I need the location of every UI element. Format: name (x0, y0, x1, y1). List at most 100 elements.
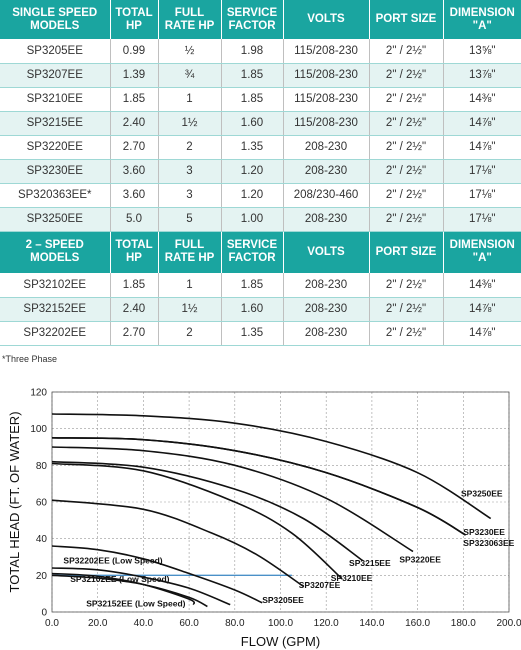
curve-label: SP3220EE (399, 555, 441, 565)
cell-model: SP3230EE (0, 159, 111, 184)
curve-label: SP32102EE (Low Speed) (70, 574, 169, 584)
pump-spec-table: SINGLE SPEED MODELS TOTAL HP FULL RATE HP S… (0, 0, 521, 346)
curve-label: SP3207EE (299, 580, 341, 590)
cell-service-factor: 1.35 (221, 321, 284, 346)
table-row: SP32102EE 1.85 1 1.85 208-230 2" / 2½" 14⅜" (0, 273, 521, 298)
cell-dimension-a: 17⅛" (443, 207, 521, 232)
y-tick-label: 0 (41, 608, 47, 619)
cell-dimension-a: 14⅞" (443, 321, 521, 346)
cell-volts: 115/208-230 (283, 39, 370, 64)
two-speed-header-total-hp: TOTAL HP (110, 231, 159, 273)
table-row: SP3220EE 2.70 2 1.35 208-230 2" / 2½" 14⅞" (0, 135, 521, 160)
x-tick-label: 120.0 (314, 618, 339, 629)
cell-port-size: 2" / 2½" (369, 273, 444, 298)
y-axis-title: TOTAL HEAD (FT. OF WATER) (7, 411, 22, 592)
cell-service-factor: 1.85 (221, 63, 284, 88)
single-speed-header-service-factor: SERVICE FACTOR (221, 0, 284, 39)
cell-total-hp: 2.70 (110, 321, 159, 346)
table-row: SP32152EE 2.40 1½ 1.60 208-230 2" / 2½" 14⅞" (0, 297, 521, 322)
cell-model: SP3215EE (0, 111, 111, 136)
cell-model: SP3210EE (0, 87, 111, 112)
cell-full-rate-hp: 1 (158, 273, 222, 298)
cell-model: SP32102EE (0, 273, 111, 298)
cell-full-rate-hp: ¾ (158, 63, 222, 88)
curve-label: SP3215EE (349, 558, 391, 568)
curve-label: SP32152EE (Low Speed) (86, 599, 185, 609)
cell-volts: 115/208-230 (283, 111, 370, 136)
cell-dimension-a: 14⅜" (443, 273, 521, 298)
cell-dimension-a: 14⅞" (443, 135, 521, 160)
y-tick-label: 60 (36, 498, 48, 509)
curve-sp3210ee (51, 462, 343, 580)
cell-model: SP32202EE (0, 321, 111, 346)
cell-full-rate-hp: 5 (158, 207, 222, 232)
cell-port-size: 2" / 2½" (369, 63, 444, 88)
cell-volts: 115/208-230 (283, 87, 370, 112)
y-tick-label: 20 (36, 571, 48, 582)
cell-total-hp: 1.85 (110, 87, 159, 112)
cell-volts: 208/230-460 (283, 183, 370, 208)
cell-model: SP3220EE (0, 135, 111, 160)
single-speed-header-row: SINGLE SPEED MODELS TOTAL HP FULL RATE HP S… (0, 0, 521, 39)
cell-volts: 208-230 (283, 297, 370, 322)
single-speed-header-full-rate-hp: FULL RATE HP (158, 0, 222, 39)
cell-port-size: 2" / 2½" (369, 135, 444, 160)
x-tick-label: 0.0 (45, 618, 59, 629)
cell-total-hp: 5.0 (110, 207, 159, 232)
cell-dimension-a: 13⅞" (443, 63, 521, 88)
cell-dimension-a: 17⅛" (443, 183, 521, 208)
cell-volts: 208-230 (283, 159, 370, 184)
cell-model: SP3250EE (0, 207, 111, 232)
cell-full-rate-hp: 1 (158, 87, 222, 112)
two-speed-header-volts: VOLTS (283, 231, 370, 273)
curve-sp32202ee-low-speed (51, 567, 231, 606)
x-tick-label: 20.0 (88, 618, 108, 629)
cell-volts: 208-230 (283, 135, 370, 160)
cell-dimension-a: 14⅜" (443, 87, 521, 112)
single-speed-header-dimension-a: DIMENSION "A" (443, 0, 521, 39)
curve-label: SP3210EE (331, 573, 373, 583)
cell-service-factor: 1.85 (221, 87, 284, 112)
cell-total-hp: 2.40 (110, 297, 159, 322)
cell-full-rate-hp: 1½ (158, 111, 222, 136)
cell-dimension-a: 14⅞" (443, 297, 521, 322)
curve-sp3205ee (51, 545, 263, 604)
cell-port-size: 2" / 2½" (369, 159, 444, 184)
curve-label: SP323063EE (463, 538, 514, 548)
cell-port-size: 2" / 2½" (369, 207, 444, 232)
cell-total-hp: 2.70 (110, 135, 159, 160)
cell-service-factor: 1.60 (221, 297, 284, 322)
cell-full-rate-hp: 2 (158, 321, 222, 346)
single-speed-header-volts: VOLTS (283, 0, 370, 39)
single-speed-header-total-hp: TOTAL HP (110, 0, 159, 39)
cell-total-hp: 0.99 (110, 39, 159, 64)
cell-volts: 208-230 (283, 321, 370, 346)
cell-volts: 208-230 (283, 273, 370, 298)
curve-label: SP32202EE (Low Speed) (63, 555, 162, 565)
table-row: SP32202EE 2.70 2 1.35 208-230 2" / 2½" 14⅞" (0, 321, 521, 346)
cell-model: SP32152EE (0, 297, 111, 322)
x-tick-label: 40.0 (134, 618, 154, 629)
table-row: SP3250EE 5.0 5 1.00 208-230 2" / 2½" 17⅛" (0, 207, 521, 232)
single-speed-header-model: SINGLE SPEED MODELS (0, 0, 111, 39)
y-tick-label: 80 (36, 461, 48, 472)
x-tick-label: 200.0 (496, 618, 521, 629)
curve-sp3250ee (51, 413, 492, 520)
cell-port-size: 2" / 2½" (369, 111, 444, 136)
cell-port-size: 2" / 2½" (369, 321, 444, 346)
curve-label: SP3250EE (461, 489, 503, 499)
cell-service-factor: 1.85 (221, 273, 284, 298)
cell-full-rate-hp: 3 (158, 183, 222, 208)
cell-service-factor: 1.00 (221, 207, 284, 232)
pump-performance-chart: 0.0 20.0 40.0 60.0 80.0 100.0 120.0 140.0 160.0 1… (7, 388, 521, 650)
curve-sp3207ee (51, 499, 304, 587)
table-row: SP3230EE 3.60 3 1.20 208-230 2" / 2½" 17⅛" (0, 159, 521, 184)
curve-sp3215ee (51, 460, 364, 562)
table-row: SP3205EE 0.99 ½ 1.98 115/208-230 2" / 2½" 13⅝" (0, 39, 521, 64)
cell-dimension-a: 14⅞" (443, 111, 521, 136)
curve-label: SP3205EE (262, 595, 304, 605)
x-tick-label: 80.0 (225, 618, 245, 629)
cell-service-factor: 1.20 (221, 183, 284, 208)
x-tick-label: 160.0 (405, 618, 430, 629)
two-speed-header-full-rate-hp: FULL RATE HP (158, 231, 222, 273)
